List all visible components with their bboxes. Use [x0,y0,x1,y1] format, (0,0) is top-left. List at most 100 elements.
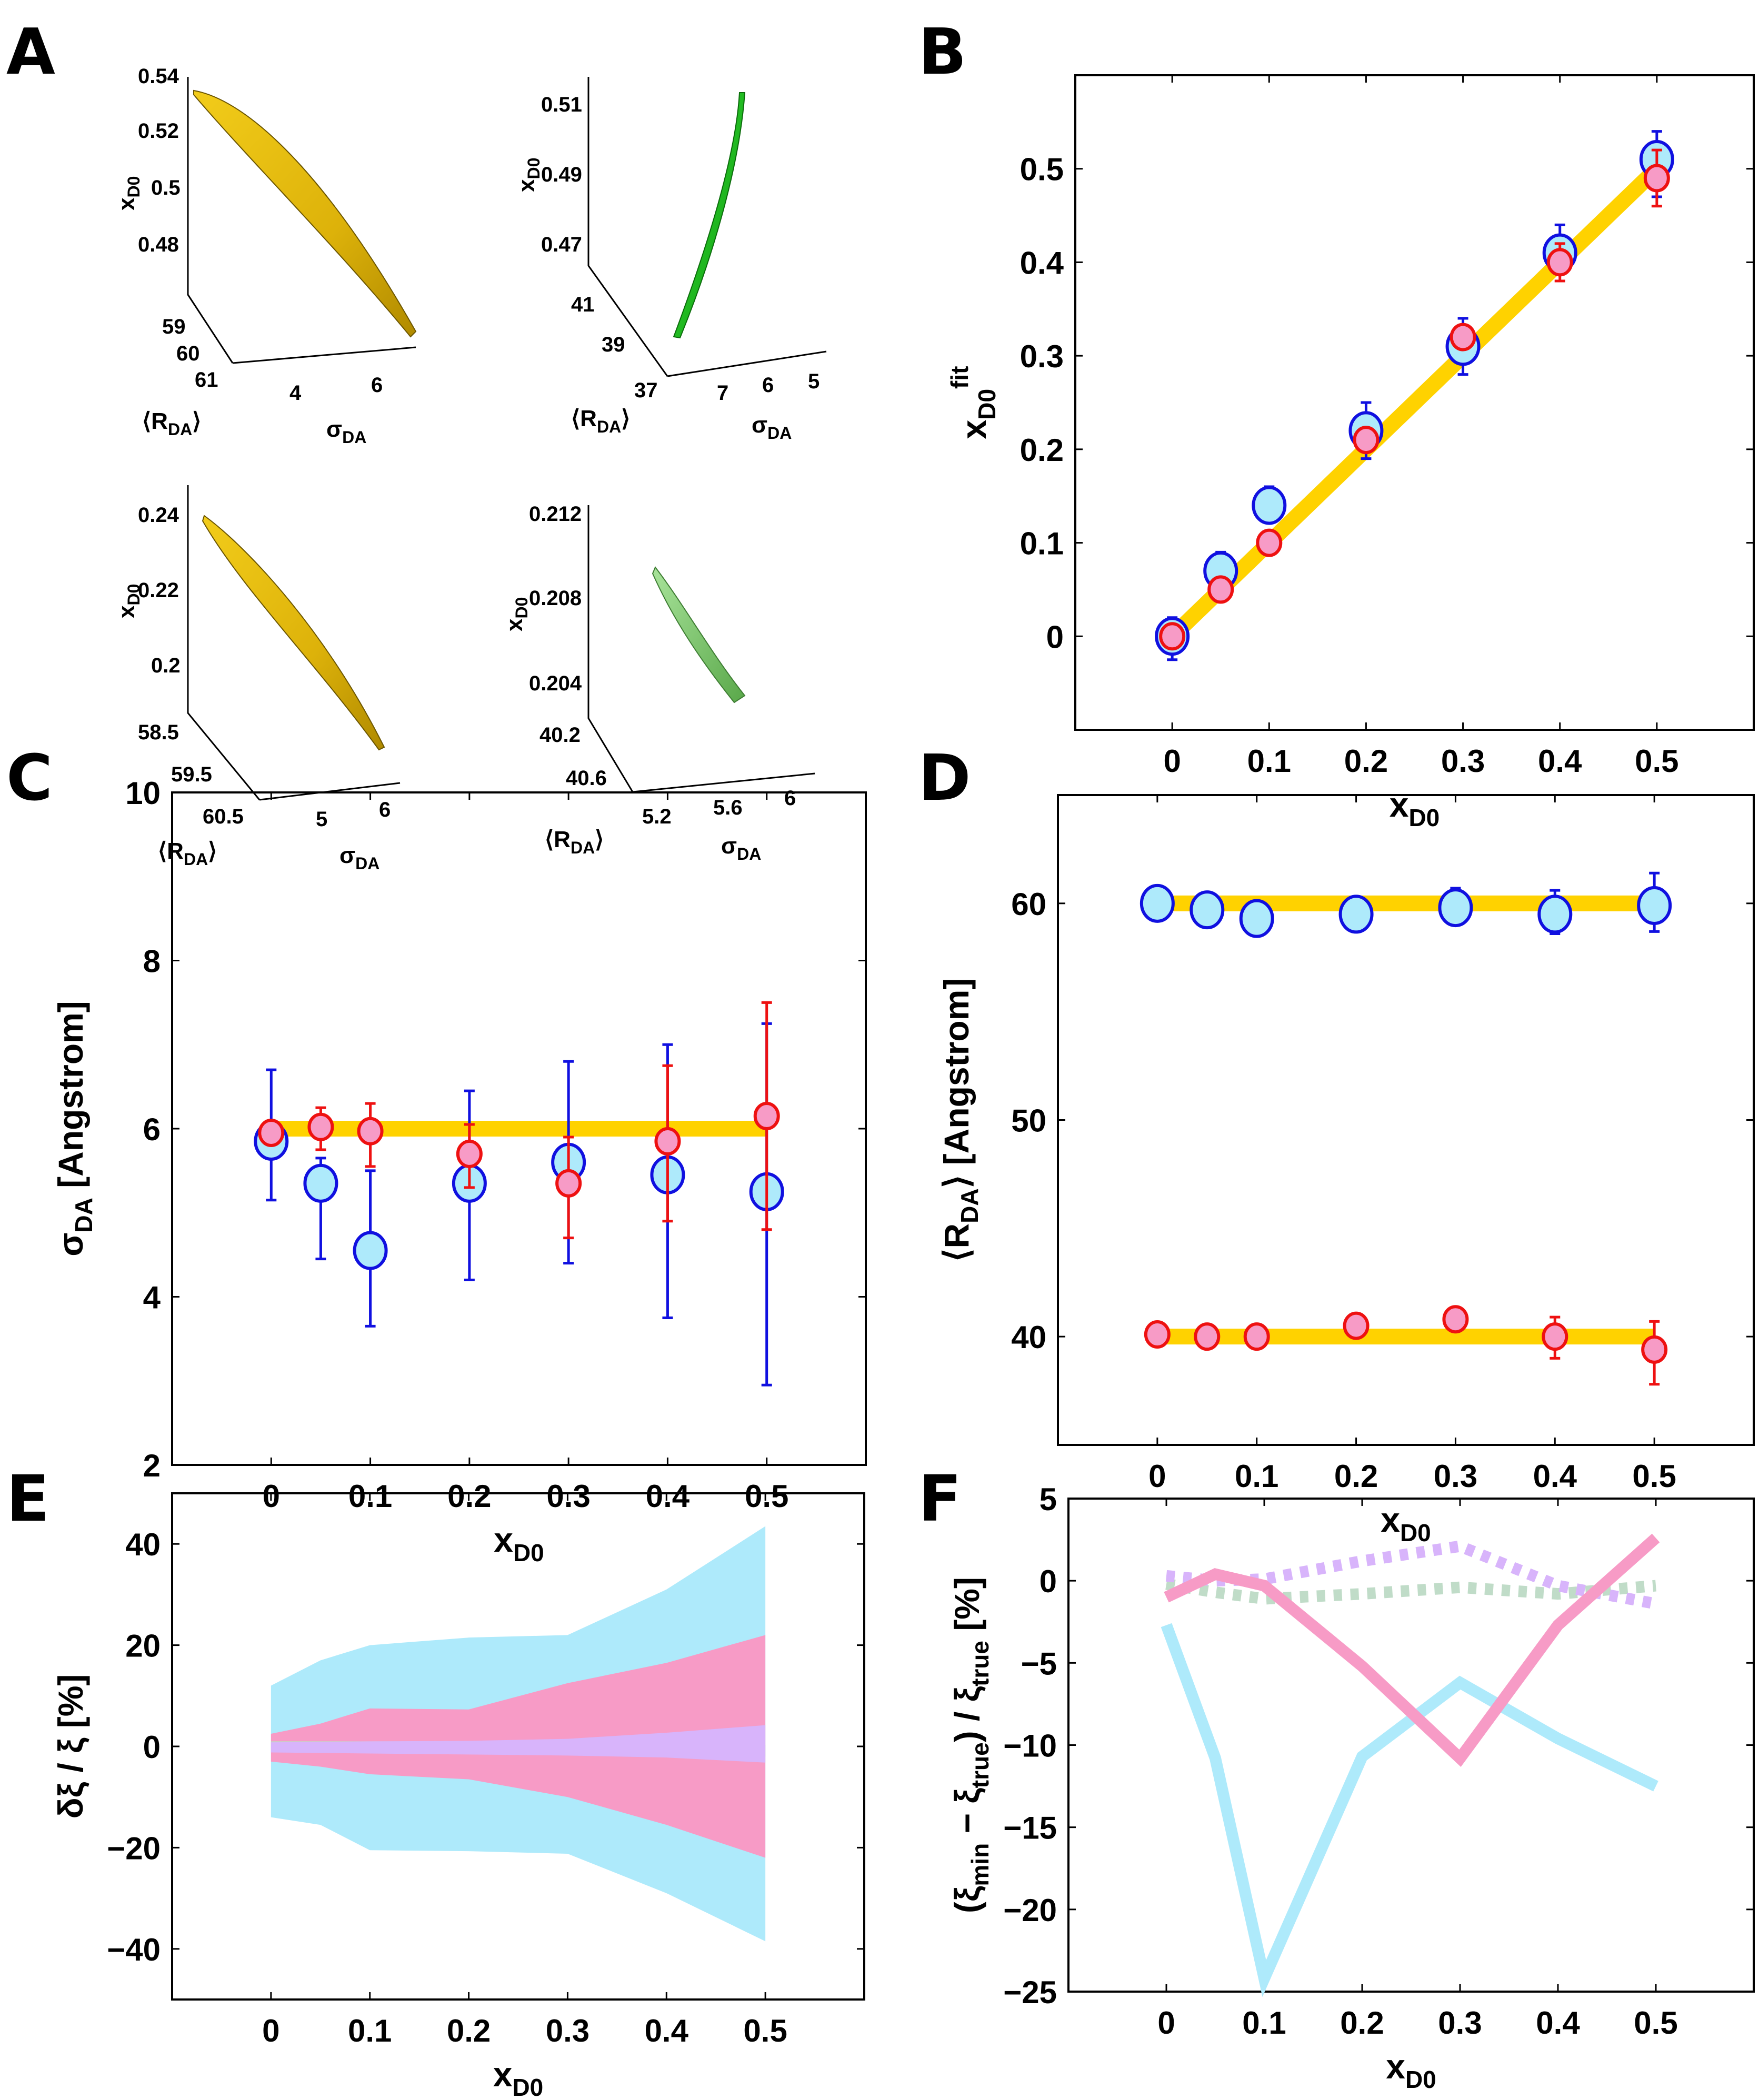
a2-y-tick-1: 39 [602,333,625,356]
y-tick-label: 2 [143,1448,161,1483]
x-tick-label: 0.5 [745,1479,788,1514]
axis-z-a1 [187,77,234,364]
panel-b: 0 0.1 0.2 0.3 0.4 0.5 0 0.1 0.2 0.3 0.4 0.5 xD0 xD0fi… [946,74,1755,831]
x-axis-label: xD0 [1381,1500,1431,1546]
red-marker [1243,1322,1270,1351]
x-tick-label: 0.4 [1533,1459,1577,1494]
red-marker [1546,248,1573,277]
axis-z-a4 [587,505,634,792]
a3-y-tick-0: 58.5 [138,721,179,744]
a1-x-label: σDA [326,416,366,447]
line-pink [1164,1533,1660,1767]
red-marker [1256,528,1283,557]
red-marker [258,1118,285,1147]
red-marker [1353,426,1380,455]
subplot-a3: 0.24 0.22 0.2 58.5 59.5 60.5 5 6 xD0 ⟨RD… [114,485,401,873]
subplot-a4: 0.212 0.208 0.204 40.2 40.6 5.2 5.6 6 xD… [502,503,815,863]
a4-z-label: xD0 [502,597,531,631]
blue-marker [303,1163,338,1203]
a4-x-tick-0: 5.2 [642,805,672,828]
y-tick-label: 0.2 [1020,433,1064,468]
red-marker [456,1139,483,1168]
a1-x-tick-0: 4 [289,381,302,405]
a2-z-tick-0: 0.51 [541,93,582,116]
y-tick-label: −20 [1003,1893,1057,1928]
a3-x-tick-0: 5 [316,808,327,831]
x-tick-label: 0 [1163,743,1181,779]
y-tick-label: 4 [143,1280,161,1315]
blue-marker [1140,883,1175,923]
a2-x-tick-0: 7 [717,381,728,405]
blue-marker [1537,895,1573,934]
blue-marker [1338,895,1374,934]
red-marker [654,1127,681,1155]
y-tick-label: 6 [143,1112,161,1147]
plot-frame-b [1074,74,1755,731]
x-tick-label: 0.1 [348,2013,392,2048]
panel-letter-e: E [6,1463,49,1536]
reference-line [1166,163,1663,642]
a2-x-label: σDA [752,412,792,443]
axis-x-a4 [632,772,815,793]
panel-a: 0.54 0.52 0.5 0.48 59 60 61 4 6 xD0 ⟨RDA… [114,65,827,873]
y-tick-label: 40 [125,1527,161,1562]
a1-y-tick-0: 59 [162,315,186,338]
y-tick-label: 0.4 [1020,245,1064,280]
a4-y-label: ⟨RDA⟩ [545,827,604,857]
x-tick-label: 0.4 [645,2013,689,2048]
a1-z-label: xD0 [114,176,143,210]
y-tick-label: 0 [1040,1564,1057,1599]
x-axis-label: xD0 [493,2055,544,2100]
x-tick-label: 0.1 [1247,743,1291,779]
x-tick-label: 0 [1148,1459,1166,1494]
a4-z-tick-2: 0.204 [529,672,582,695]
a3-z-label: xD0 [114,584,143,618]
a1-z-tick-0: 0.54 [138,65,179,88]
a4-y-tick-0: 40.2 [539,724,581,747]
x-tick-label: 0.3 [546,2013,589,2048]
a3-y-label: ⟨RDA⟩ [158,838,217,869]
red-marker [357,1117,384,1146]
panel-letter-f: F [918,1463,962,1536]
x-tick-label: 0.2 [447,2013,491,2048]
x-tick-label: 0.5 [1635,743,1678,779]
panel-f: 0 0.1 0.2 0.3 0.4 0.5 −25 −20 −15 −10 −5 0 5 xD0 (ξmin… [947,1482,1755,2093]
red-marker [1159,622,1186,651]
a1-y-tick-1: 60 [176,342,200,365]
blue-marker [1438,888,1473,928]
surface-a4 [652,566,746,704]
x-tick-label: 0.2 [1334,1459,1378,1494]
axis-z-a2 [587,77,668,377]
y-tick-label: 0 [1046,619,1064,655]
a2-y-tick-2: 37 [634,379,658,402]
red-marker [555,1169,582,1198]
subplot-a1: 0.54 0.52 0.5 0.48 59 60 61 4 6 xD0 ⟨RDA… [114,65,417,447]
blue-marker [1252,486,1287,525]
y-tick-label: −10 [1003,1729,1057,1764]
y-tick-label: 5 [1040,1482,1057,1517]
x-tick-label: 0.3 [1434,1459,1477,1494]
a4-x-tick-2: 6 [784,787,796,810]
red-marker [753,1102,780,1131]
y-tick-label: 0.5 [1020,152,1064,187]
a4-z-tick-1: 0.208 [529,587,582,610]
y-tick-label: 50 [1011,1103,1046,1139]
y-axis-label: σDA [Angstrom] [51,1001,97,1257]
a4-x-label: σDA [721,833,761,863]
x-tick-label: 0.4 [1538,743,1582,779]
blue-marker [353,1231,388,1270]
y-tick-label: 10 [125,776,161,811]
panel-e: 0 0.1 0.2 0.3 0.4 0.5 −40 −20 0 20 40 xD0 δξ / ξ [%] [51,1492,865,2100]
a3-z-tick-2: 0.2 [151,654,181,677]
x-axis-label: xD0 [1390,785,1440,831]
panel-d: 0 0.1 0.2 0.3 0.4 0.5 40 50 60 xD0 ⟨RDA⟩ [Angstrom… [937,794,1755,1546]
panel-letter-c: C [6,742,53,815]
y-tick-label: −5 [1021,1646,1057,1681]
a2-z-label: xD0 [514,158,543,192]
y-tick-label: −20 [107,1831,161,1866]
a2-y-label: ⟨RDA⟩ [571,406,630,436]
surface-a1 [193,89,417,338]
x-tick-label: 0.3 [546,1479,590,1514]
a2-x-tick-1: 6 [762,374,774,397]
